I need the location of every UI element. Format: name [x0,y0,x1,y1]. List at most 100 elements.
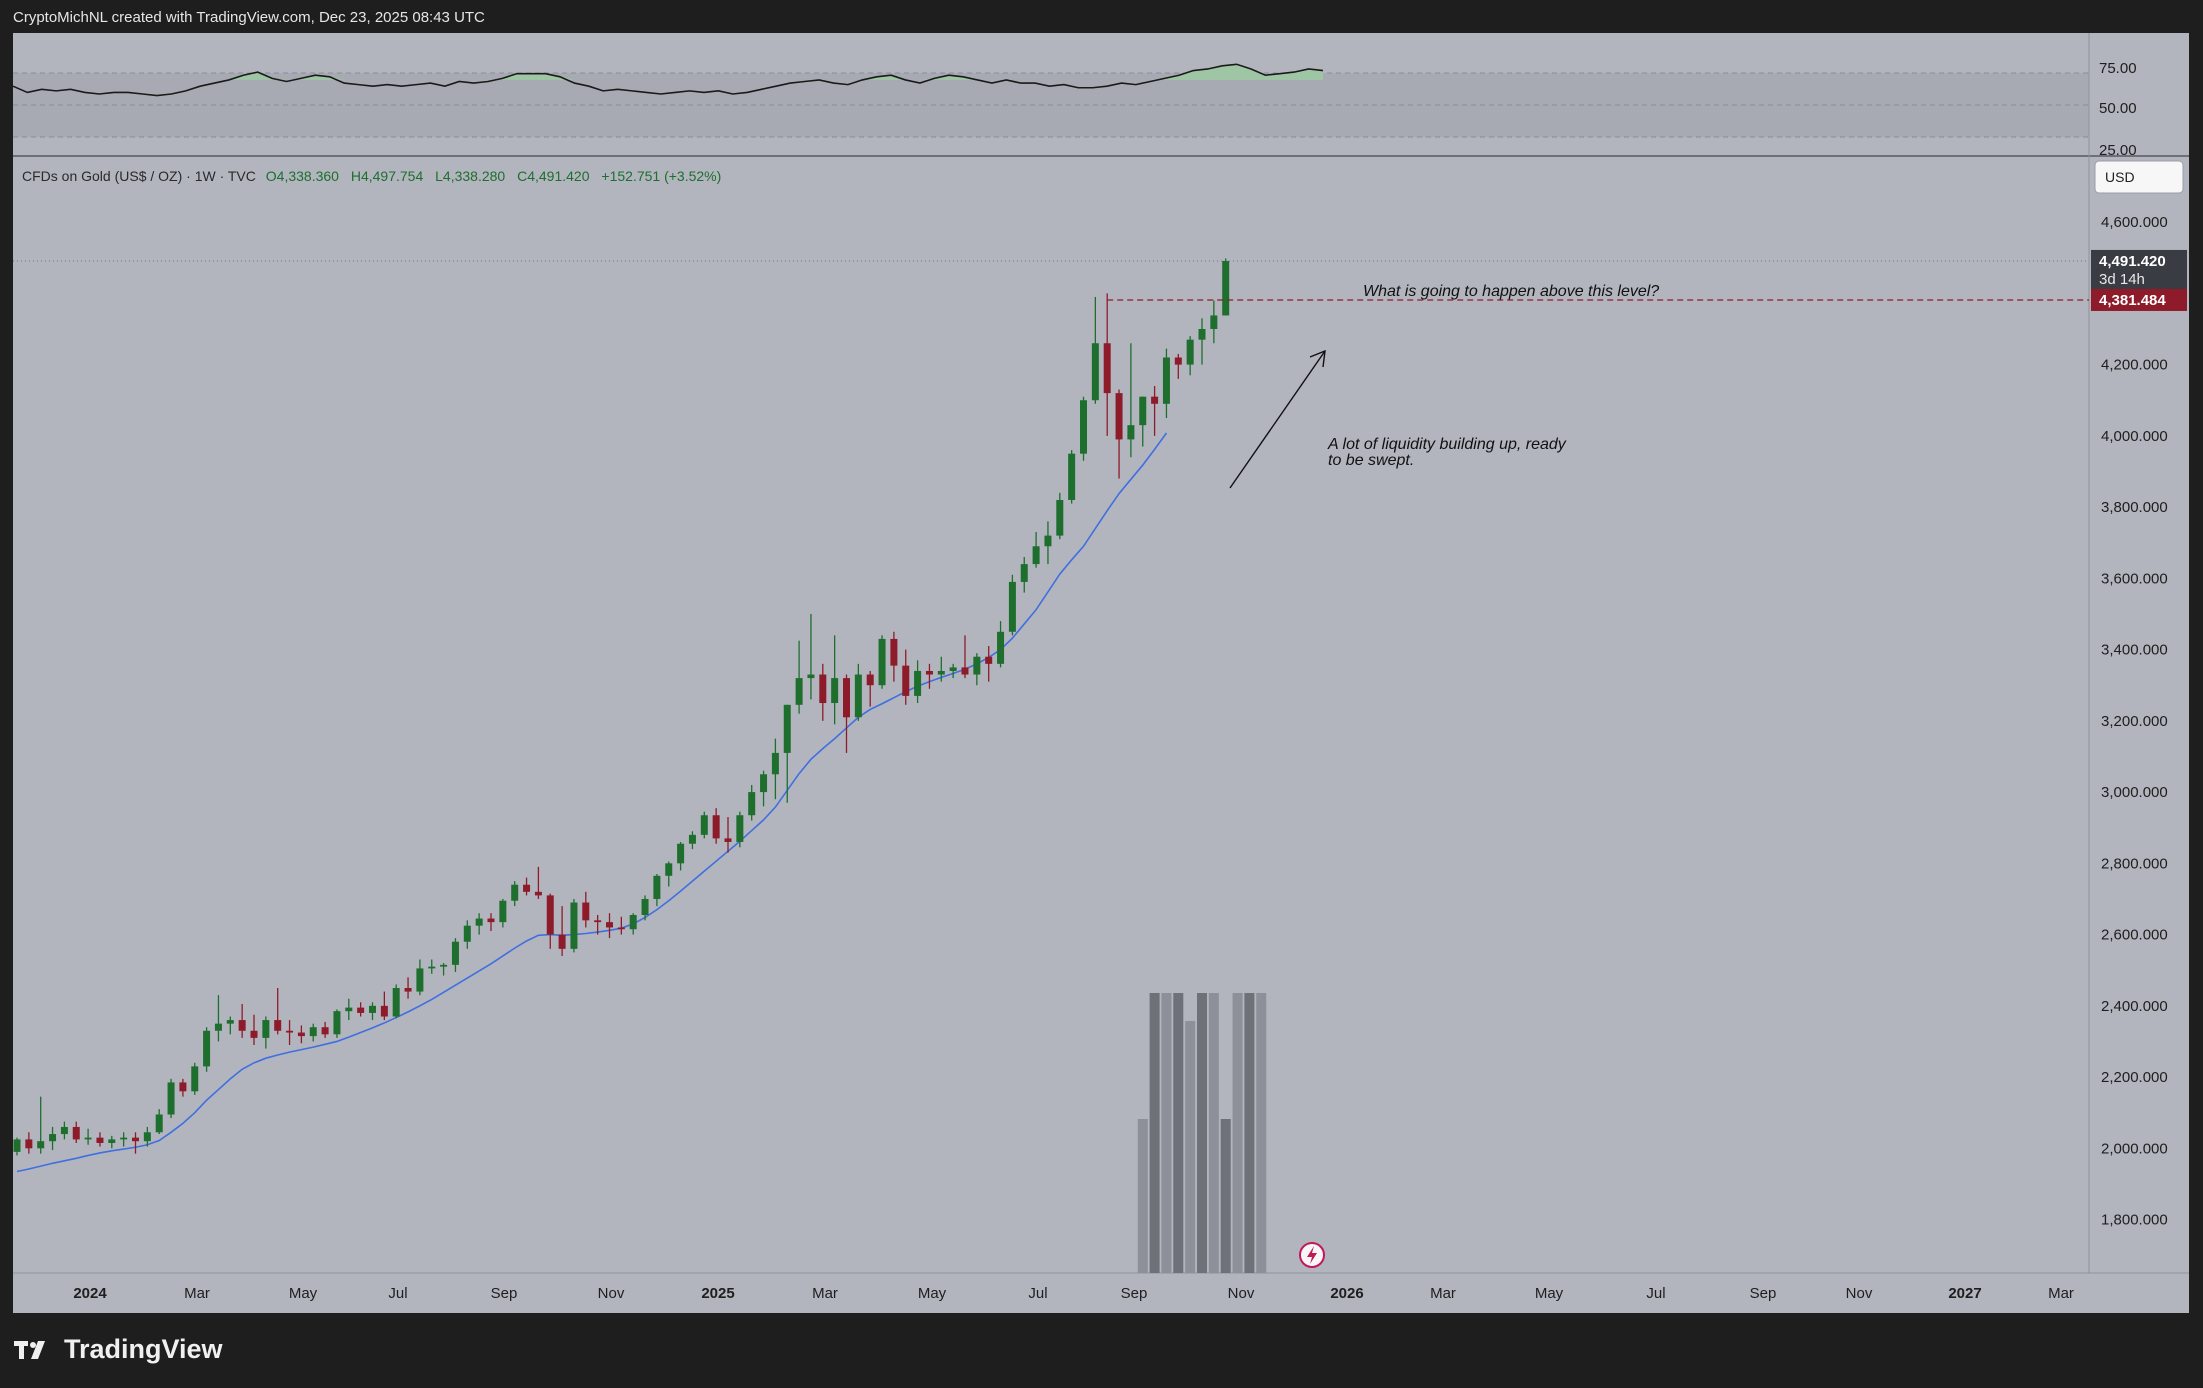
candle [380,991,388,1021]
chart-frame[interactable]: 75.00 50.00 25.00 CFDs on Gold (US$ / OZ… [12,33,2189,1313]
candle-body [499,900,507,923]
rsi-tick: 50.00 [2099,100,2137,117]
candle [274,988,282,1035]
candle [807,613,815,700]
candle-body [309,1027,317,1037]
candle-body [132,1137,139,1142]
candle [108,1135,116,1149]
candle [546,893,554,949]
candle [333,1009,341,1038]
volume-bar [1220,1119,1231,1273]
candle-body [997,631,1005,664]
candle-body [570,902,578,949]
candle-body [321,1027,329,1035]
candle [214,995,222,1042]
candle-body [523,884,531,892]
candle-body [25,1139,33,1149]
candle-body [1068,453,1076,500]
candle-body [1162,357,1170,404]
candle [724,817,732,853]
candle [25,1132,33,1154]
lightning-icon[interactable] [1299,1242,1325,1268]
candle [309,1023,317,1042]
annotation-liquidity-line1: A lot of liquidity building up, ready [1327,436,1567,453]
candle [1186,336,1194,376]
candle [321,1021,329,1038]
candle-body [451,941,459,965]
candle [1008,574,1016,636]
candle-body [688,834,696,844]
gold-weekly-chart[interactable]: 75.00 50.00 25.00 CFDs on Gold (US$ / OZ… [12,33,2189,1313]
candle [143,1126,151,1147]
candle [72,1121,80,1143]
time-tick: Jul [1028,1285,1047,1302]
moving-average-line [16,432,1168,1173]
price-tick: 4,000.000 [2101,428,2168,445]
candle [937,656,945,682]
candle [13,1137,21,1156]
last-price-badge: 4,491.420 3d 14h [2091,249,2187,292]
tradingview-brand[interactable]: TradingView [14,1334,223,1365]
candle-body [440,964,448,967]
candle-body [866,674,874,686]
time-axis[interactable]: 2024 Mar May Jul Sep Nov 2025 Mar May Jul Sep Nov 20… [73,1285,2074,1302]
candle-body [179,1082,187,1092]
candle-body [428,966,436,969]
candle [819,663,827,721]
candle-body [1091,343,1099,401]
candle-body [1103,343,1111,394]
currency-button[interactable]: USD [2094,160,2184,194]
candle-body [985,656,993,664]
candle-body [297,1032,305,1037]
candle-body [1151,396,1159,404]
candle-body [333,1011,341,1035]
candle-body [1139,396,1147,426]
candle [925,663,933,689]
candle [1162,348,1170,419]
price-tick: 4,200.000 [2101,357,2168,374]
time-tick: Jul [1646,1285,1665,1302]
candle [1139,396,1147,447]
candle-body [120,1137,128,1140]
candle [155,1109,163,1135]
candle [1198,318,1206,365]
candle [795,640,803,714]
candle-body [1032,546,1040,565]
legend-symbol: CFDs on Gold (US$ / OZ) · 1W · TVC [22,168,256,184]
candle-body [84,1137,92,1140]
candle-body [1008,581,1016,632]
candle-body [72,1126,80,1140]
volume-bar [1149,993,1160,1273]
volume-bar [1244,993,1255,1273]
candle [1103,293,1111,436]
rsi-pane[interactable]: 75.00 50.00 25.00 [12,60,2137,159]
candle [49,1126,57,1151]
candle-body [380,1005,388,1017]
candle [1115,389,1123,479]
candle-body [487,918,495,923]
candle-body [1174,357,1182,365]
candle [1044,521,1052,565]
candle-body [404,988,412,992]
legend-close: C4,491.420 [517,168,590,184]
candle-body [843,678,850,718]
candle [641,895,649,921]
time-tick: Sep [491,1285,518,1302]
price-axis[interactable]: 4,600.000 4,200.000 4,000.000 3,800.000 3,60… [2101,214,2168,1228]
candle-body [214,1023,222,1031]
candle-body [1210,315,1218,329]
candle [1222,258,1230,316]
candle [1080,396,1087,461]
annotation-liquidity-line2: to be swept. [1328,452,1414,469]
price-tick: 1,800.000 [2101,1212,2168,1229]
candle-body [771,752,779,775]
time-tick: Nov [1228,1285,1255,1302]
candle-body [890,638,898,666]
bar-countdown: 3d 14h [2099,271,2145,288]
candle-body [1222,260,1230,316]
candle-body [878,638,886,686]
candle [238,1004,246,1038]
candle [404,977,412,999]
candle [428,959,436,974]
brand-name: TradingView [64,1334,223,1364]
